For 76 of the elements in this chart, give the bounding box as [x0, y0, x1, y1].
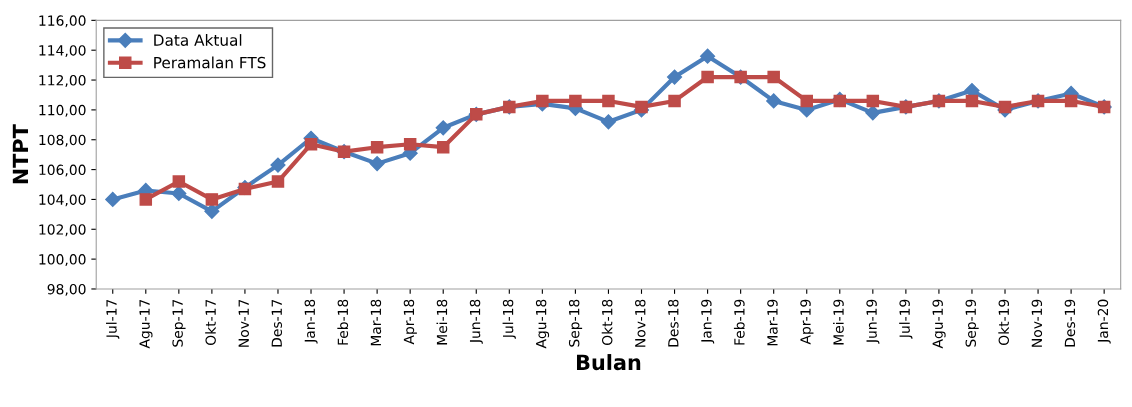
point: [766, 93, 782, 109]
x-tick-label: Apr-18: [403, 299, 417, 345]
x-tick-label: Jul-18: [502, 299, 516, 339]
x-axis-title: Bulan: [576, 354, 641, 371]
point: [172, 175, 186, 188]
x-tick-label: Des-17: [271, 299, 283, 347]
x-tick-label: Jul-19: [899, 299, 913, 339]
y-tick-label: 112,00: [39, 75, 86, 87]
x-tick-label: Nov-19: [1031, 299, 1043, 347]
point: [701, 70, 714, 84]
point: [602, 94, 615, 108]
x-tick-label: Mar-18: [370, 299, 382, 346]
x-tick-label: Mei-19: [833, 299, 844, 345]
point: [536, 94, 549, 108]
x-tick-label: Jan-20: [1097, 299, 1111, 344]
y-tick-label: 106,00: [39, 164, 86, 177]
x-tick-label: Jan-18: [304, 299, 318, 344]
x-tick-label: Jun-18: [469, 299, 483, 344]
x-tick-label: Okt-18: [601, 299, 613, 346]
point: [668, 94, 681, 108]
point: [270, 157, 286, 173]
point: [998, 100, 1012, 114]
y-tick-label: 102,00: [39, 224, 86, 237]
x-tick-label: Okt-17: [205, 299, 216, 346]
y-tick-label: 110,00: [39, 104, 86, 117]
x-tick-label: Des-18: [668, 299, 679, 347]
x-tick-label: Feb-18: [337, 299, 349, 345]
x-tick-label: Agu-18: [535, 299, 550, 349]
point: [139, 193, 153, 206]
x-tick-label: Sep-18: [568, 299, 583, 347]
point: [369, 156, 385, 172]
point: [105, 191, 121, 208]
point: [600, 114, 617, 130]
y-tick-label: 108,00: [39, 134, 86, 147]
point: [205, 193, 219, 206]
point: [271, 175, 285, 188]
point: [304, 137, 318, 151]
point: [965, 94, 979, 108]
point: [403, 137, 417, 151]
x-tick-label: Sep-19: [965, 299, 979, 347]
point: [666, 69, 683, 85]
point: [569, 94, 582, 108]
y-tick-label: 114,00: [39, 45, 86, 58]
point: [1064, 94, 1078, 108]
x-tick-label: Agu-19: [932, 299, 946, 349]
point: [171, 185, 187, 202]
point: [436, 140, 450, 154]
point: [370, 140, 384, 154]
x-tick-label: Jan-19: [701, 299, 715, 344]
point: [767, 70, 780, 84]
x-tick-label: Sep-17: [172, 299, 186, 347]
point: [700, 48, 716, 64]
x-tick-label: Okt-19: [998, 299, 1010, 346]
point: [635, 100, 648, 114]
x-tick-label: Mei-18: [436, 299, 448, 345]
x-tick-label: Agu-17: [139, 299, 153, 349]
y-tick-label: 116,00: [39, 15, 86, 28]
y-tick-label: 104,00: [39, 194, 86, 207]
x-tick-label: Feb-19: [733, 299, 745, 345]
point: [435, 120, 451, 136]
point: [865, 105, 881, 121]
x-tick-label: Mar-19: [767, 299, 778, 346]
point: [866, 94, 880, 108]
x-tick-label: Nov-18: [635, 299, 646, 347]
legend-label: Peramalan FTS: [154, 56, 266, 69]
x-tick-label: Jun-19: [866, 299, 880, 344]
point: [204, 203, 220, 219]
y-axis-title: NTPT: [12, 124, 29, 184]
y-tick-label: 98,00: [47, 283, 86, 296]
legend-label: Data Aktual: [154, 34, 242, 46]
y-tick-label: 100,00: [39, 254, 86, 267]
x-tick-label: Apr-19: [800, 299, 814, 345]
x-tick-label: Jul-17: [106, 299, 120, 339]
x-tick-label: Des-19: [1064, 299, 1076, 347]
point: [800, 94, 813, 108]
x-tick-label: Nov-17: [238, 299, 249, 347]
